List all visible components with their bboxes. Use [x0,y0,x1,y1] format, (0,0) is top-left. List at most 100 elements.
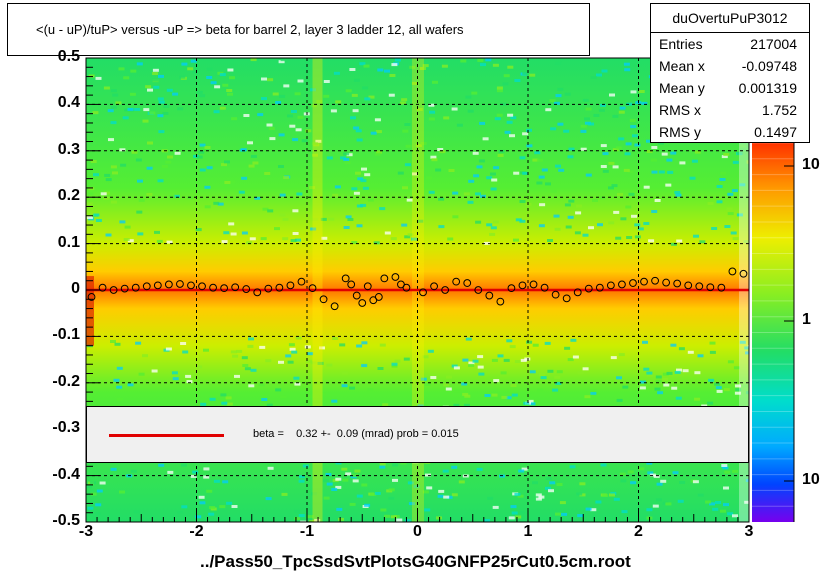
heatmap-bin [458,480,465,484]
profile-point [209,283,217,292]
heatmap-bin [724,225,731,228]
heatmap-bin [500,102,507,106]
heatmap-bin [536,181,543,185]
heatmap-bin [508,516,515,520]
heatmap-bin [400,461,407,465]
heatmap-bin [187,67,194,71]
heatmap-bin [374,152,381,156]
profile-point [297,277,306,286]
heatmap-bin [247,344,254,348]
z-tick-label: 10 [802,156,820,173]
heatmap-bin [122,116,129,120]
heatmap-bin [335,461,342,465]
heatmap-bin [538,495,545,499]
heatmap-bin [266,123,273,127]
heatmap-bin [181,505,188,509]
heatmap-bin [304,345,311,349]
heatmap-bin [116,385,123,389]
heatmap-bin [727,192,734,196]
heatmap-bin [374,491,381,495]
heatmap-bin [137,232,144,236]
heatmap-bin [626,102,633,106]
heatmap-bin [625,205,632,209]
heatmap-bin [206,67,213,71]
heatmap-bin [479,121,486,125]
heatmap-bin [558,168,565,172]
heatmap-bin [675,193,682,197]
heatmap-bin [585,107,592,111]
heatmap-bin [482,137,489,141]
heatmap-bin [477,58,484,62]
heatmap-bin [275,101,282,104]
heatmap-bin [269,137,276,141]
heatmap-bin [699,240,706,244]
heatmap-bin [727,512,734,516]
heatmap-bin [550,127,557,131]
heatmap-bin [300,520,307,522]
heatmap-bin [312,217,319,221]
heatmap-bin [478,159,485,163]
heatmap-bin [670,343,677,347]
heatmap-bin [422,490,429,494]
heatmap-bin [545,477,552,481]
heatmap-bin [353,78,360,82]
heatmap-bin [331,399,338,403]
heatmap-bin [394,58,401,62]
x-tick-label: -3 [78,523,94,540]
heatmap-bin [343,152,350,156]
heatmap-bin [220,393,227,397]
profile-point [330,302,339,311]
heatmap-bin [223,231,230,235]
heatmap-bin [320,217,327,221]
heatmap-bin [490,187,497,191]
profile-points [87,267,748,311]
heatmap-bin [744,500,749,504]
profile-point [380,274,389,283]
heatmap-bin [630,90,637,94]
profile-point [87,293,96,301]
heatmap-bin [460,59,467,63]
heatmap-bin [317,361,324,365]
heatmap-bin [618,353,625,357]
heatmap-bin [639,386,646,390]
heatmap-bin [745,478,749,482]
heatmap-bin [294,92,301,96]
profile-point [662,278,671,287]
heatmap-bin [575,204,582,208]
heatmap-bin [720,171,727,175]
heatmap-bin [617,193,623,197]
heatmap-bin [722,466,729,470]
heatmap-bin [596,73,602,77]
heatmap-bin [692,480,699,484]
heatmap-bin [417,404,424,408]
heatmap-bin [443,495,450,499]
profile-point [684,281,693,290]
heatmap-bin [582,233,589,237]
heatmap-bin [221,240,228,244]
heatmap-bin [540,376,547,380]
heatmap-bin [294,517,301,521]
heatmap-bin [382,403,389,407]
heatmap-bin [535,493,542,497]
heatmap-bin [278,165,284,168]
heatmap-bin [451,493,458,497]
heatmap-bin [612,165,619,169]
heatmap-bin [95,219,102,222]
heatmap-bin [247,141,253,145]
heatmap-bin [196,365,203,369]
heatmap-bin [293,376,300,380]
heatmap-bin [262,207,269,211]
heatmap-bin [443,383,450,387]
stats-value: 0.001319 [738,80,797,96]
heatmap-bin [654,199,661,202]
heatmap-bin [739,144,746,148]
heatmap-bin [732,160,739,164]
heatmap-bin [370,131,377,135]
heatmap-bin [116,398,123,401]
heatmap-bin [627,470,634,474]
profile-point [374,293,383,301]
heatmap-bin [509,345,516,349]
heatmap-bin [326,482,333,486]
heatmap-bin [567,215,574,219]
heatmap-bin [185,374,192,378]
